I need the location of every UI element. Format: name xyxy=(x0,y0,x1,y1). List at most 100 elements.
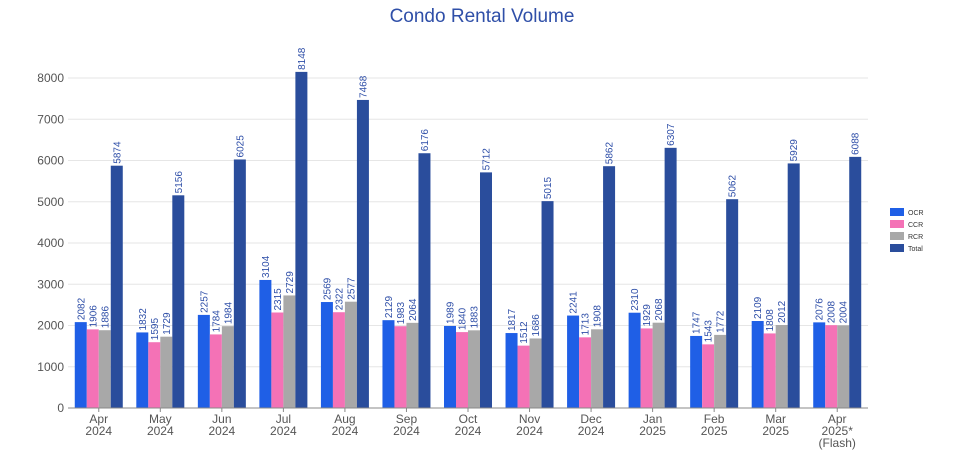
value-labels: 2082 1906 1886 5874 1832 1595 1729 5156 22571784… xyxy=(76,47,861,343)
legend-swatch-rcr xyxy=(890,232,904,240)
bar-ccr-0 xyxy=(86,329,99,408)
bar-total-8 xyxy=(603,166,616,408)
data-label: 1886 xyxy=(100,306,111,329)
x-tick-label: Apr xyxy=(89,412,108,426)
data-label: 8148 xyxy=(297,47,308,70)
x-tick-label: 2024 xyxy=(208,424,235,438)
bar-rcr-0 xyxy=(98,330,111,408)
bar-ocr-10 xyxy=(690,335,703,408)
data-label: 2064 xyxy=(408,298,419,321)
data-label: 1906 xyxy=(88,305,99,328)
x-tick-label: 2024 xyxy=(455,424,482,438)
data-label: 6307 xyxy=(666,123,677,146)
bar-rcr-11 xyxy=(775,325,788,408)
data-label: 2076 xyxy=(815,298,826,321)
x-tick-label: (Flash) xyxy=(819,436,856,450)
x-tick-label: Feb xyxy=(704,412,725,426)
data-label: 1784 xyxy=(211,310,222,333)
x-tick-label: Jan xyxy=(643,412,662,426)
data-label: 6025 xyxy=(235,135,246,158)
x-tick-label: Jun xyxy=(212,412,231,426)
y-tick-label: 3000 xyxy=(37,277,64,291)
data-label: 1747 xyxy=(692,311,703,334)
bar-ocr-0 xyxy=(74,322,87,408)
legend-label: CCR xyxy=(908,222,923,229)
data-label: 1883 xyxy=(470,306,481,329)
x-axis: Apr2024May2024Jun2024Jul2024Aug2024Sep20… xyxy=(68,407,868,450)
bar-rcr-5 xyxy=(406,322,419,408)
x-tick-label: 2024 xyxy=(332,424,359,438)
bar-ocr-6 xyxy=(444,325,456,408)
data-label: 1929 xyxy=(642,304,653,327)
y-tick-label: 6000 xyxy=(37,154,64,168)
bar-ccr-6 xyxy=(456,332,468,408)
x-tick-label: May xyxy=(149,412,172,426)
data-label: 7468 xyxy=(358,75,369,98)
data-label: 1817 xyxy=(507,308,518,331)
data-label: 2109 xyxy=(753,296,764,319)
data-label: 5156 xyxy=(174,171,185,194)
bar-rcr-8 xyxy=(591,329,604,408)
bar-ocr-12 xyxy=(813,322,826,408)
bar-ocr-1 xyxy=(136,332,149,408)
bar-rcr-7 xyxy=(529,338,542,408)
data-label: 1512 xyxy=(519,321,530,344)
legend-label: RCR xyxy=(908,234,923,241)
legend-label: Total xyxy=(908,246,923,253)
x-tick-label: 2025 xyxy=(701,424,728,438)
data-label: 6176 xyxy=(420,129,431,152)
bar-total-5 xyxy=(418,153,431,408)
bar-ocr-9 xyxy=(628,312,641,408)
bar-ocr-3 xyxy=(259,279,272,408)
bar-rcr-2 xyxy=(221,326,234,408)
data-label: 1908 xyxy=(593,305,604,328)
x-tick-label: Nov xyxy=(519,412,540,426)
data-label: 6088 xyxy=(851,132,862,155)
legend-swatch-ocr xyxy=(890,208,904,216)
data-label: 2082 xyxy=(76,297,87,320)
x-tick-label: Jul xyxy=(276,412,291,426)
bars xyxy=(74,71,862,409)
bar-ocr-2 xyxy=(197,314,210,408)
data-label: 2012 xyxy=(777,300,788,323)
data-label: 5015 xyxy=(543,176,554,199)
data-label: 1832 xyxy=(138,308,149,331)
data-label: 5874 xyxy=(112,141,123,164)
x-tick-label: 2024 xyxy=(85,424,112,438)
bar-ocr-5 xyxy=(382,320,395,408)
data-label: 2729 xyxy=(285,271,296,294)
y-tick-label: 4000 xyxy=(37,236,64,250)
data-label: 3104 xyxy=(261,255,272,278)
bar-rcr-12 xyxy=(837,325,850,408)
data-label: 1595 xyxy=(150,318,161,341)
data-label: 2008 xyxy=(827,300,838,323)
data-label: 2569 xyxy=(322,277,333,300)
data-label: 5062 xyxy=(728,175,739,198)
bar-ccr-3 xyxy=(271,312,284,408)
data-label: 1989 xyxy=(446,301,457,324)
x-tick-label: Dec xyxy=(580,412,601,426)
bar-ccr-12 xyxy=(825,325,838,408)
bar-total-12 xyxy=(849,156,862,408)
x-tick-label: 2024 xyxy=(516,424,543,438)
data-label: 2322 xyxy=(334,288,345,311)
bar-ccr-7 xyxy=(517,345,530,408)
x-tick-label: Apr xyxy=(828,412,847,426)
bar-ccr-2 xyxy=(209,334,222,408)
y-tick-label: 5000 xyxy=(37,195,64,209)
data-label: 2310 xyxy=(630,288,641,311)
bar-rcr-6 xyxy=(468,330,480,408)
x-tick-label: Sep xyxy=(396,412,418,426)
x-tick-label: 2024 xyxy=(270,424,297,438)
bar-total-6 xyxy=(480,172,492,408)
y-tick-label: 0 xyxy=(57,401,64,415)
data-label: 1984 xyxy=(223,301,234,324)
bar-rcr-4 xyxy=(344,301,357,408)
legend: OCR CCR RCR Total xyxy=(890,208,924,253)
x-tick-label: Mar xyxy=(765,412,786,426)
data-label: 5712 xyxy=(482,148,493,171)
data-label: 2068 xyxy=(654,298,665,321)
x-tick-label: 2025 xyxy=(639,424,666,438)
data-label: 1808 xyxy=(765,309,776,332)
